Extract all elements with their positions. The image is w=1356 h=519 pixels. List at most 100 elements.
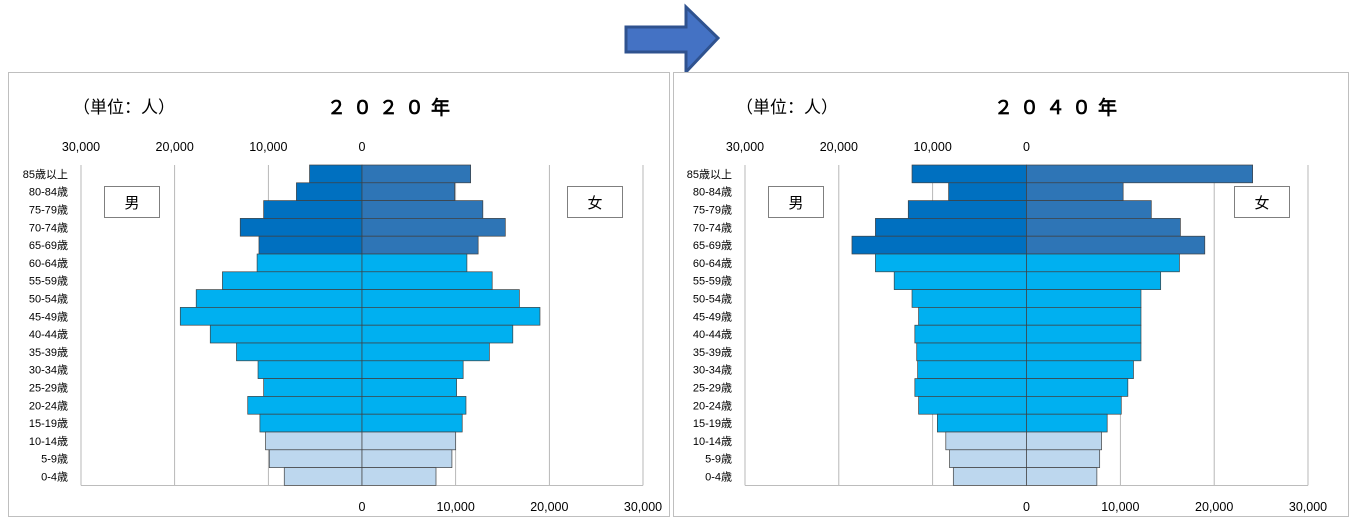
- category-label: 75-79歳: [693, 204, 732, 217]
- male-bar: [247, 396, 363, 415]
- male-bar: [875, 253, 1027, 273]
- bars: [851, 164, 1253, 486]
- category-label: 20-24歳: [693, 399, 732, 412]
- female-bar: [1026, 218, 1181, 237]
- category-label: 70-74歳: [693, 221, 732, 234]
- female-bar: [1026, 307, 1142, 326]
- male-bar: [875, 218, 1027, 237]
- female-bar: [361, 378, 457, 397]
- male-bar: [916, 342, 1027, 362]
- top-tick-label: 10,000: [914, 140, 952, 154]
- category-label: 55-59歳: [693, 275, 732, 288]
- category-label: 15-19歳: [29, 417, 68, 430]
- unit-label: （単位：人）: [736, 98, 838, 117]
- female-bar: [1026, 324, 1142, 344]
- female-bar: [361, 449, 453, 468]
- category-label: 15-19歳: [693, 417, 732, 430]
- category-label: 55-59歳: [29, 275, 68, 288]
- chart-title: ２０２０年: [327, 98, 458, 119]
- bottom-tick-label: 0: [1023, 500, 1030, 514]
- male-bar: [283, 467, 363, 486]
- category-label: 65-69歳: [29, 239, 68, 252]
- male-bar: [236, 342, 363, 362]
- chart-title: ２０４０年: [994, 98, 1125, 119]
- female-bar: [361, 164, 472, 184]
- category-label: 25-29歳: [693, 382, 732, 395]
- category-label: 45-49歳: [29, 310, 68, 323]
- female-bar: [1026, 449, 1101, 468]
- female-bar: [1026, 271, 1162, 290]
- bottom-tick-label: 10,000: [1101, 500, 1139, 514]
- bottom-tick-label: 20,000: [1195, 500, 1233, 514]
- category-label: 50-54歳: [693, 293, 732, 306]
- category-label: 50-54歳: [29, 293, 68, 306]
- top-tick-label: 30,000: [62, 140, 100, 154]
- category-label: 60-64歳: [29, 257, 68, 270]
- top-tick-label: 10,000: [249, 140, 287, 154]
- male-bar: [268, 449, 363, 468]
- female-bar: [361, 307, 541, 326]
- male-bar: [222, 271, 363, 290]
- category-label: 20-24歳: [29, 399, 68, 412]
- top-tick-label: 20,000: [156, 140, 194, 154]
- male-bar: [918, 396, 1027, 415]
- bars: [179, 164, 541, 486]
- female-bar: [1026, 413, 1108, 433]
- category-label: 70-74歳: [29, 221, 68, 234]
- category-label: 45-49歳: [693, 310, 732, 323]
- category-label: 85歳以上: [23, 168, 68, 181]
- bottom-tick-label: 20,000: [530, 500, 568, 514]
- female-bar: [361, 396, 467, 415]
- category-label: 5-9歳: [41, 453, 68, 466]
- category-label: 5-9歳: [705, 453, 732, 466]
- female-bar: [1026, 235, 1206, 255]
- male-bar: [945, 431, 1027, 451]
- top-tick-label: 0: [359, 140, 366, 154]
- unit-label: （単位：人）: [73, 98, 175, 117]
- pyramid-2020-panel: （単位：人） ２０２０年 30,000 20,000 10,000 0 0 10,000 2…: [8, 72, 670, 517]
- pyramid-2040-chart: 30,000 20,000 10,000 0 0 10,000 20,000 30,000 85…: [687, 140, 1327, 514]
- top-tick-label: 20,000: [820, 140, 858, 154]
- female-bar: [1026, 360, 1134, 379]
- top-tick-label: 30,000: [726, 140, 764, 154]
- category-label: 35-39歳: [693, 346, 732, 359]
- category-label: 10-14歳: [693, 435, 732, 448]
- male-bar: [257, 360, 363, 379]
- female-bar: [361, 360, 464, 379]
- male-bar: [914, 378, 1027, 397]
- pyramid-2040-panel: （単位：人） ２０４０年 30,000 20,000 10,000 0 0 10,000 2…: [673, 72, 1349, 517]
- male-bar: [179, 307, 363, 326]
- pyramid-2020-chart: 30,000 20,000 10,000 0 0 10,000 20,000 30,000 85…: [23, 140, 662, 514]
- male-bar: [918, 307, 1027, 326]
- male-label: 男: [768, 186, 824, 218]
- category-label: 80-84歳: [693, 186, 732, 199]
- category-label: 30-34歳: [29, 364, 68, 377]
- category-label: 10-14歳: [29, 435, 68, 448]
- female-bar: [1026, 253, 1180, 273]
- category-label: 85歳以上: [687, 168, 732, 181]
- male-bar: [948, 182, 1027, 201]
- female-bar: [361, 253, 468, 273]
- male-bar: [259, 413, 363, 433]
- male-bar: [949, 449, 1027, 468]
- male-bar: [209, 324, 363, 344]
- male-bar: [263, 378, 363, 397]
- category-label: 40-44歳: [693, 328, 732, 341]
- female-bar: [1026, 342, 1142, 362]
- female-bar: [361, 342, 490, 362]
- male-bar: [256, 253, 363, 273]
- female-bar: [1026, 467, 1098, 486]
- male-bar: [265, 431, 363, 451]
- male-bar: [914, 324, 1027, 344]
- bottom-tick-label: 0: [359, 500, 366, 514]
- male-label: 男: [104, 186, 160, 218]
- female-bar: [361, 413, 463, 433]
- female-bar: [1026, 200, 1152, 219]
- female-bar: [1026, 289, 1142, 308]
- female-bar: [361, 271, 493, 290]
- category-label: 80-84歳: [29, 186, 68, 199]
- male-bar: [851, 235, 1027, 255]
- female-label: 女: [1234, 186, 1290, 218]
- male-bar: [911, 289, 1027, 308]
- female-bar: [361, 431, 457, 451]
